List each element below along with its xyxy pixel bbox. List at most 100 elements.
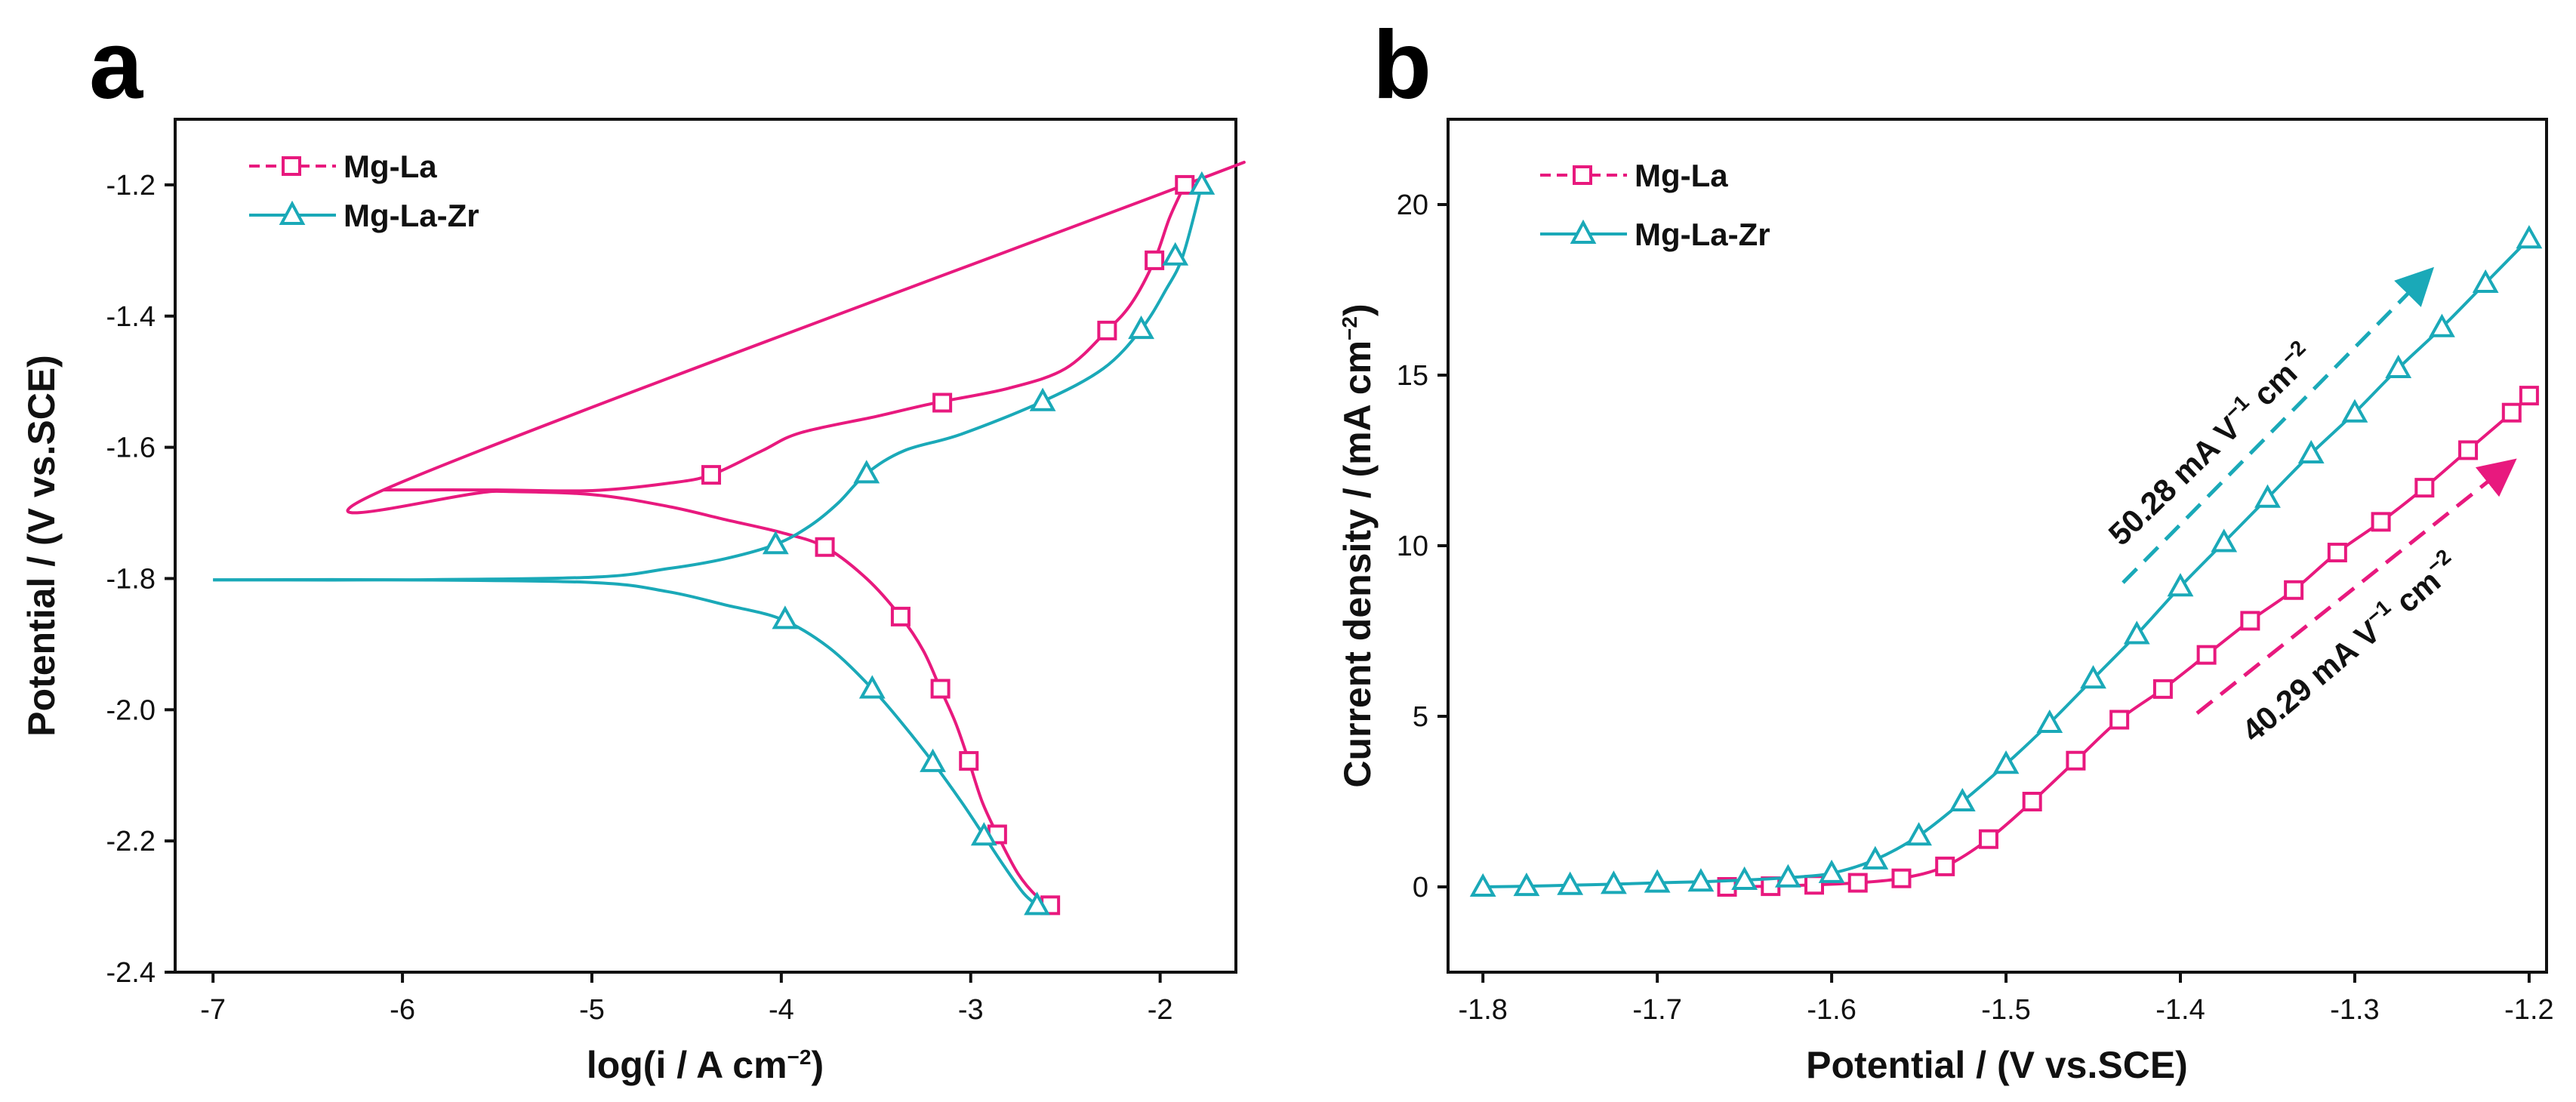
y-ticks-b: 0 5 10 15 20 [1397, 189, 1448, 903]
y-tick-label-b: 10 [1397, 531, 1428, 562]
y-tick-label-a: -1.4 [106, 301, 156, 333]
data-point-mg-la-b [2152, 679, 2173, 699]
data-point-mg-la-a [932, 392, 953, 413]
x-tick-label-a: -2 [1148, 994, 1173, 1026]
data-point-mg-la-zr-b [2036, 709, 2063, 734]
x-ticks-a: -7 -6 -5 -4 -3 -2 [200, 972, 1173, 1026]
data-point-mg-la-zr-b [1644, 869, 1671, 893]
data-point-mg-la-b [1891, 868, 1912, 888]
data-point-mg-la-b [2109, 710, 2130, 730]
data-point-mg-la-b [2327, 543, 2347, 563]
data-point-mg-la-zr-b [2429, 313, 2455, 337]
slope-annotation-mg-la: 40.29 mA V−1 cm−2 [2232, 544, 2465, 748]
y-tick-label-b: 20 [1397, 189, 1428, 221]
data-point-mg-la-zr-a [1024, 891, 1050, 916]
chart-panel-b: b -1.8 -1.7 -1.6 -1.5 -1.4 -1.3 -1.2 05101520 … [1336, 11, 2554, 1086]
data-point-mg-la-b [1804, 875, 1824, 895]
x-axis-label-b: Potential / (V vs.SCE) [1806, 1044, 2188, 1086]
x-tick-label-a: -5 [579, 994, 605, 1026]
data-point-mg-la-b [2240, 611, 2260, 631]
x-tick-label-b: -1.4 [2155, 994, 2205, 1026]
y-ticks-a: -1.2 -1.4 -1.6 -1.8 -2.0 -2.2 -2.4 [106, 170, 175, 989]
data-point-mg-la-b [2519, 386, 2539, 406]
data-point-mg-la-zr-b [1818, 859, 1845, 883]
data-point-mg-la-a [890, 606, 911, 626]
plot-frame-a [174, 118, 1237, 974]
data-point-mg-la-a [1175, 174, 1195, 195]
y-tick-label-b: 15 [1397, 360, 1428, 392]
data-point-mg-la-zr-b [1600, 870, 1627, 894]
data-point-mg-la-a [1097, 320, 1117, 340]
data-point-mg-la-zr-b [1906, 822, 1932, 846]
data-point-mg-la-b [1978, 829, 1998, 849]
data-point-mg-la-zr-b [1513, 873, 1540, 897]
data-point-mg-la-a [959, 751, 979, 771]
data-point-mg-la-a [1145, 250, 1165, 270]
slope-arrow-mg-la-zr [2122, 266, 2435, 584]
data-point-mg-la-zr-a [853, 460, 880, 484]
legend-marker-mg-la-a [282, 156, 301, 176]
y-tick-label-a: -1.6 [106, 432, 156, 464]
data-point-mg-la-b [2284, 580, 2304, 600]
data-point-mg-la-a [701, 465, 722, 485]
data-point-mg-la-zr-b [2297, 439, 2325, 463]
y-axis-label-a: Potential / (V vs.SCE) [20, 355, 63, 737]
series-line-mg-la-zr-a-anodic [213, 184, 1203, 582]
data-point-mg-la-b [2458, 440, 2479, 460]
y-tick-label-b: 5 [1413, 701, 1428, 733]
data-point-mg-la-zr-b [1469, 873, 1496, 897]
data-point-mg-la-zr-b [2472, 269, 2499, 293]
x-tick-label-a: -6 [390, 994, 415, 1026]
data-point-mg-la-a [815, 537, 835, 557]
data-point-mg-la-zr-b [2123, 620, 2150, 645]
data-point-mg-la-b [2371, 512, 2391, 532]
legend-a: Mg-La Mg-La-Zr [249, 149, 479, 233]
slope-arrow-mg-la [2195, 458, 2517, 715]
x-axis-label-a: log(i / A cm−2) [587, 1044, 824, 1086]
data-point-mg-la-zr-a [1188, 171, 1216, 195]
data-point-mg-la-b [2022, 792, 2042, 811]
data-point-mg-la-zr-a [1162, 242, 1189, 266]
panel-label-a: a [89, 11, 143, 119]
data-point-mg-la-zr-a [858, 675, 886, 699]
data-point-mg-la-zr-b [1774, 863, 1801, 888]
legend-label-mg-la-zr-a: Mg-La-Zr [344, 198, 479, 233]
series-line-mg-la-zr-a-cathodic [213, 577, 1038, 907]
data-point-mg-la-zr-b [1862, 845, 1889, 870]
legend-marker-mg-la-zr-a [279, 200, 306, 225]
x-tick-label-b: -1.6 [1807, 994, 1856, 1026]
y-tick-label-b: 0 [1413, 872, 1428, 903]
x-ticks-b: -1.8 -1.7 -1.6 -1.5 -1.4 -1.3 -1.2 [1458, 972, 2554, 1026]
x-tick-label-b: -1.5 [1981, 994, 2030, 1026]
data-point-mg-la-b [1935, 856, 1955, 876]
data-point-mg-la-b [2501, 402, 2522, 423]
series-group-a [213, 161, 1246, 916]
series-line-mg-la-zr-b [1483, 237, 2531, 888]
legend-label-mg-la-zr-b: Mg-La-Zr [1635, 217, 1770, 252]
y-tick-label-a: -1.8 [106, 563, 156, 595]
series-line-mg-la-a-anodic [383, 184, 1187, 493]
panel-label-b: b [1373, 11, 1431, 119]
series-line-mg-la-a-cathodic [346, 161, 1246, 907]
data-point-mg-la-zr-b [1992, 750, 2020, 774]
data-point-mg-la-zr-b [2211, 528, 2238, 553]
y-tick-label-a: -2.0 [106, 694, 156, 726]
data-point-mg-la-b [2066, 750, 2086, 771]
data-point-mg-la-zr-b [1731, 866, 1758, 890]
y-axis-label-b: Current density / (mA cm−2) [1336, 303, 1379, 787]
series-group-b [1469, 225, 2543, 897]
x-tick-label-a: -3 [958, 994, 984, 1026]
data-point-mg-la-zr-a [920, 748, 946, 772]
x-tick-label-b: -1.8 [1458, 994, 1507, 1026]
y-tick-label-a: -2.4 [106, 957, 156, 989]
legend-label-mg-la-b: Mg-La [1635, 158, 1728, 193]
x-tick-label-b: -1.2 [2504, 994, 2553, 1026]
slope-annotation-mg-la-zr: 50.28 mA V−1 cm−2 [2099, 336, 2321, 553]
legend-label-mg-la-a: Mg-La [344, 149, 437, 184]
data-point-mg-la-b [2414, 478, 2435, 498]
data-point-mg-la-zr-b [2254, 484, 2281, 508]
data-point-mg-la-zr-a [1128, 316, 1154, 340]
data-point-mg-la-zr-b [2167, 573, 2194, 597]
x-tick-label-a: -4 [769, 994, 794, 1026]
